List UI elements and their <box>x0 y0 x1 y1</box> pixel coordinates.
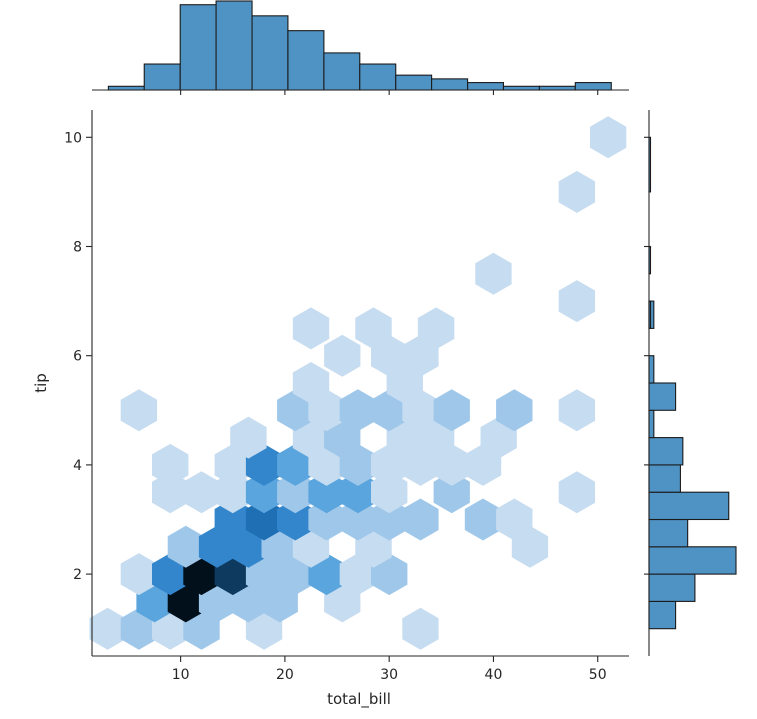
hexbin-cell <box>120 553 158 596</box>
x-tick-label: 30 <box>380 667 398 683</box>
marginal-x-bar <box>143 63 181 91</box>
hexbin-cell <box>402 607 439 650</box>
hexbin-cell <box>308 471 345 514</box>
marginal-x-bar <box>395 74 433 91</box>
hexbin-cell <box>120 389 158 432</box>
hexbin-layer <box>89 116 627 650</box>
hexbin-cell <box>292 307 330 350</box>
marginal-y-bar <box>648 464 681 493</box>
hexbin-cell <box>558 170 596 213</box>
x-axis-label: total_bill <box>327 690 391 709</box>
hexbin-cell <box>277 471 314 514</box>
marginal-y-bar <box>648 546 737 575</box>
x-tick-label: 40 <box>485 667 503 683</box>
y-tick-label: 2 <box>73 567 82 583</box>
hexbin-cell <box>167 525 204 568</box>
hexbin-cell <box>230 416 267 459</box>
marginal-x-bar <box>215 0 253 91</box>
marginal-x-bar <box>251 15 289 91</box>
marginal-y-histogram <box>644 110 737 656</box>
hexbin-cell <box>277 498 314 541</box>
hexbin-cell <box>496 389 533 432</box>
hexbin-cell <box>496 498 533 541</box>
hexbin-cell <box>245 498 283 541</box>
hexbin-cell <box>324 334 361 377</box>
axes: 10 20 30 40 50 2 4 6 8 10 <box>64 110 629 683</box>
marginal-x-bar <box>502 85 540 91</box>
hexbin-cell <box>475 252 512 295</box>
x-tick-label: 20 <box>276 667 294 683</box>
marginal-y-bar <box>648 491 730 521</box>
marginal-y-bar <box>648 382 677 411</box>
hexbin-cell <box>433 471 470 514</box>
marginal-x-bar <box>431 78 469 91</box>
marginal-x-bar <box>467 82 505 91</box>
marginal-x-bar <box>359 63 397 91</box>
hexbin-cell <box>308 498 345 541</box>
hexbin-cell <box>355 307 392 350</box>
hexbin-cell <box>433 389 470 432</box>
marginal-y-bar <box>648 518 689 548</box>
hexbin-cell <box>339 471 377 514</box>
y-tick-label: 4 <box>73 458 82 474</box>
hexbin-cell <box>590 116 627 159</box>
hexbin-cell <box>183 471 220 514</box>
hexbin-cell <box>371 471 408 514</box>
marginal-x-bar <box>574 82 612 91</box>
y-axis-label: tip <box>32 373 50 393</box>
marginal-y-bar <box>648 600 677 630</box>
hexbin-cell <box>152 471 189 514</box>
marginal-x-histogram <box>92 0 629 95</box>
hexbin-cell <box>339 389 377 432</box>
hexbin-cell <box>558 389 596 432</box>
marginal-y-bar <box>648 437 684 466</box>
hexbin-cell <box>371 498 408 541</box>
hexbin-cell <box>558 471 596 514</box>
y-tick-label: 10 <box>64 130 82 146</box>
hexbin-cell <box>245 471 283 514</box>
hexbin-cell <box>89 607 126 650</box>
hexbin-cell <box>152 443 189 486</box>
hexbin-cell <box>214 471 251 514</box>
hexbin-cell <box>417 307 455 350</box>
y-tick-label: 6 <box>73 349 82 365</box>
marginal-x-bar <box>287 30 325 91</box>
x-tick-label: 50 <box>589 667 607 683</box>
marginal-x-bar <box>538 85 576 91</box>
marginal-x-bar <box>323 52 361 91</box>
x-tick-label: 10 <box>172 667 190 683</box>
hexbin-cell <box>292 362 330 404</box>
marginal-x-bar <box>179 4 217 91</box>
marginal-y-bar <box>648 355 655 384</box>
marginal-x-bar <box>107 85 145 91</box>
y-tick-label: 8 <box>73 240 82 256</box>
hexbin-cell <box>464 498 502 541</box>
hexbin-cell <box>339 498 377 541</box>
marginal-y-bar <box>648 573 696 602</box>
hexbin-cell <box>402 498 439 541</box>
hexbin-cell <box>558 280 596 323</box>
marginal-y-bar <box>648 409 655 439</box>
hexbin-cell <box>214 498 251 541</box>
